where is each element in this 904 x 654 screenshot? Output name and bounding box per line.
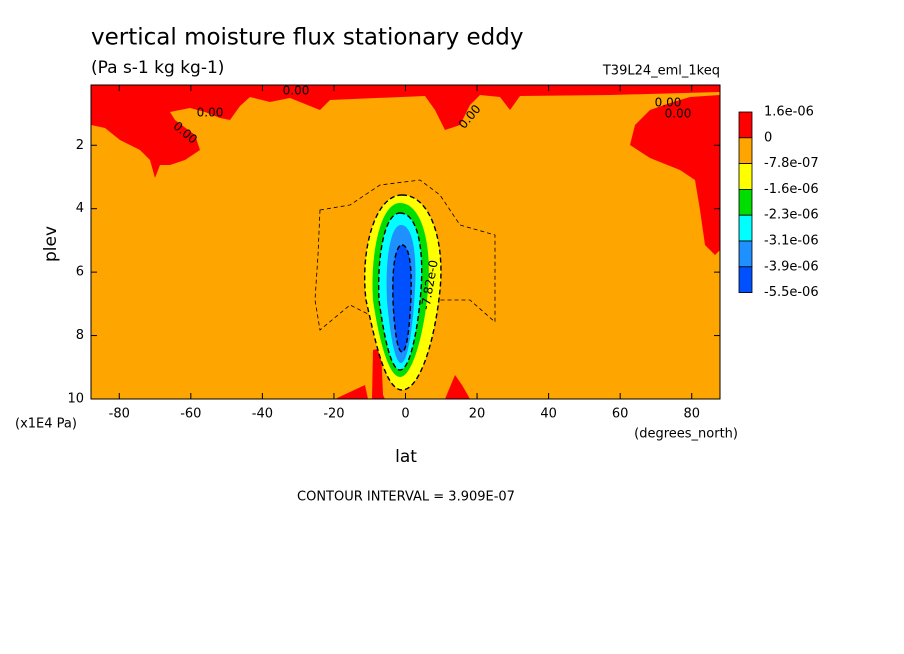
contour-label: 0.00	[197, 106, 224, 120]
y-tick-label: 10	[67, 392, 84, 407]
colorbar-swatch	[738, 188, 753, 216]
colorbar-label: -5.5e-06	[764, 285, 819, 300]
contour-label: 0.00	[665, 107, 692, 121]
contour-fill	[445, 375, 470, 399]
plot-area	[90, 84, 721, 400]
x-tick-label: -60	[180, 407, 201, 422]
footer-note: CONTOUR INTERVAL = 3.909E-07	[297, 490, 515, 505]
contour-label: 0.00	[283, 84, 310, 98]
colorbar-label: 1.6e-06	[764, 105, 814, 120]
contour-line	[364, 194, 442, 391]
colorbar-label: 0	[764, 130, 772, 145]
y-tick-label: 2	[76, 138, 84, 153]
contour-fill	[91, 85, 720, 178]
x-tick-label: 20	[469, 407, 486, 422]
x-tick-label: -40	[252, 407, 273, 422]
x-tick-label: 0	[401, 407, 409, 422]
y-tick-label: 8	[76, 328, 84, 343]
chart-title: vertical moisture flux stationary eddy	[91, 25, 524, 51]
contour-fill	[372, 348, 385, 399]
colorbar-label: -1.6e-06	[764, 182, 819, 197]
colorbar-swatch	[738, 214, 753, 242]
x-tick-label: -80	[109, 407, 130, 422]
contour-line	[314, 179, 496, 331]
contour-label: 0.00	[655, 96, 682, 110]
colorbar-label: -3.1e-06	[764, 234, 819, 249]
contour-fill	[392, 245, 412, 352]
y-tick-label: 4	[76, 201, 84, 216]
x-tick-label: 40	[540, 407, 557, 422]
contour-fill	[335, 385, 368, 399]
x-tick-label: 80	[683, 407, 700, 422]
run-label: T39L24_eml_1keq	[602, 64, 720, 79]
colorbar-swatch	[738, 137, 753, 165]
y-tick-label: 6	[76, 265, 84, 280]
colorbar-label: -2.3e-06	[764, 208, 819, 223]
y-axis-label: plev	[41, 226, 61, 262]
contour-fill	[630, 95, 720, 255]
colorbar-swatch	[738, 240, 753, 268]
x-tick-label: 60	[612, 407, 629, 422]
x-axis-units: (degrees_north)	[634, 427, 738, 442]
colorbar-label: -3.9e-06	[764, 259, 819, 274]
colorbar-swatch	[738, 163, 753, 190]
colorbar-swatch	[738, 111, 753, 139]
subtitle: (Pa s-1 kg kg-1)	[91, 58, 224, 78]
x-axis-label: lat	[395, 447, 417, 467]
x-tick-label: -20	[323, 407, 344, 422]
colorbar-label: -7.8e-07	[764, 156, 819, 171]
colorbar-swatch	[738, 266, 753, 293]
y-axis-units: (x1E4 Pa)	[15, 417, 77, 432]
